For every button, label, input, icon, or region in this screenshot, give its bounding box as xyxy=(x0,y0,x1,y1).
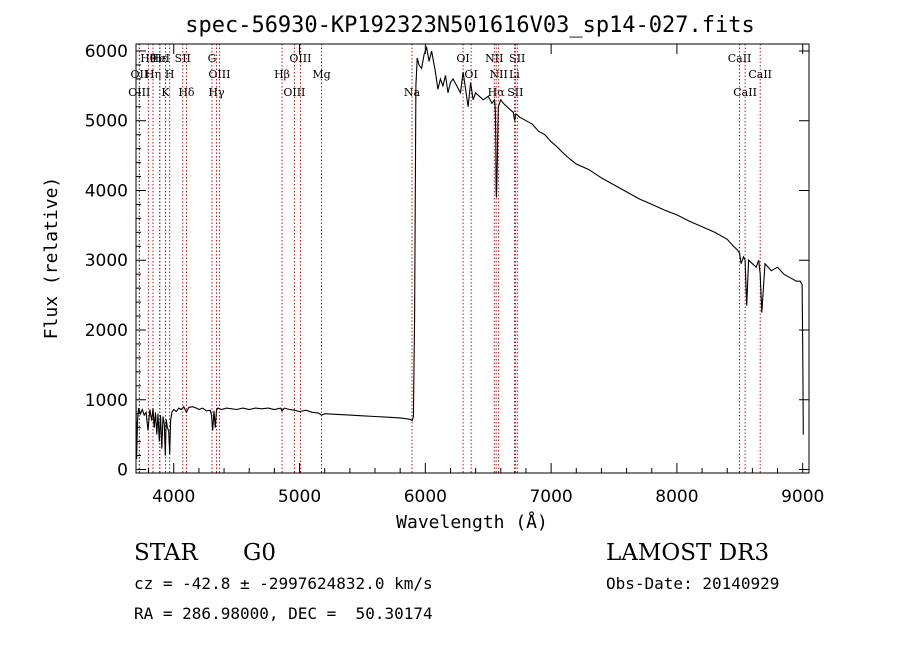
chart-title: spec-56930-KP192323N501616V03_sp14-027.f… xyxy=(185,13,755,38)
line-label: CaII xyxy=(733,86,757,99)
obs-date: Obs-Date: 20140929 xyxy=(606,574,780,593)
line-label: Hγ xyxy=(208,86,225,99)
x-tick-label: 7000 xyxy=(529,487,572,507)
line-label: Hη xyxy=(145,68,161,81)
y-tick-label: 2000 xyxy=(85,321,128,341)
x-tick-label: 4000 xyxy=(152,487,195,507)
x-axis: 4000 5000 6000 7000 8000 9000 xyxy=(148,44,824,507)
x-tick-label: 6000 xyxy=(404,487,447,507)
line-label: G xyxy=(208,52,217,65)
object-class: STAR xyxy=(134,540,198,566)
line-label: SII xyxy=(175,52,191,65)
redshift-text: cz = -42.8 ± -2997624832.0 km/s xyxy=(134,574,433,593)
line-label: Mg xyxy=(312,68,330,81)
object-subclass: G0 xyxy=(243,540,277,566)
spectrum-line xyxy=(135,45,804,460)
y-tick-label: 0 xyxy=(117,461,128,481)
x-tick-label: 5000 xyxy=(278,487,321,507)
y-tick-label: 3000 xyxy=(85,251,128,271)
y-tick-label: 6000 xyxy=(85,42,128,62)
line-label: OIII xyxy=(283,86,305,99)
line-label: Hα xyxy=(488,86,506,99)
spectral-line-markers: HθOIIOIIIHεHηKHeIHHδSIIOIIIHγGHβOIIIOIII… xyxy=(128,44,772,473)
line-label: NII xyxy=(485,52,503,65)
line-label: Hβ xyxy=(274,68,290,81)
line-label: SII xyxy=(507,86,523,99)
line-label: OI xyxy=(456,52,469,65)
line-label: SII xyxy=(509,52,525,65)
line-label: Li xyxy=(509,68,520,81)
x-axis-label: Wavelength (Å) xyxy=(396,511,548,533)
line-label: OIII xyxy=(208,68,230,81)
x-tick-label: 8000 xyxy=(655,487,698,507)
y-tick-label: 1000 xyxy=(85,391,128,411)
y-tick-label: 4000 xyxy=(85,181,128,201)
plot-frame xyxy=(135,43,810,474)
survey-name: LAMOST DR3 xyxy=(606,540,770,566)
y-axis: 0 1000 2000 3000 4000 5000 6000 xyxy=(85,42,809,481)
line-label: CaII xyxy=(728,52,752,65)
line-label: CaII xyxy=(748,68,772,81)
ra-dec: RA = 286.98000, DEC = 50.30174 xyxy=(134,604,433,623)
line-label: K xyxy=(161,86,170,99)
y-tick-label: 5000 xyxy=(85,112,128,132)
line-label: OII xyxy=(131,68,149,81)
line-label: OIII xyxy=(289,52,311,65)
line-label: Na xyxy=(404,86,421,99)
line-label: HeI xyxy=(150,52,170,65)
line-label: Hδ xyxy=(178,86,195,99)
y-axis-label: Flux (relative) xyxy=(41,177,62,340)
line-label: H xyxy=(165,68,175,81)
line-label: NII xyxy=(490,68,508,81)
x-tick-label: 9000 xyxy=(781,487,824,507)
line-label: OI xyxy=(464,68,477,81)
